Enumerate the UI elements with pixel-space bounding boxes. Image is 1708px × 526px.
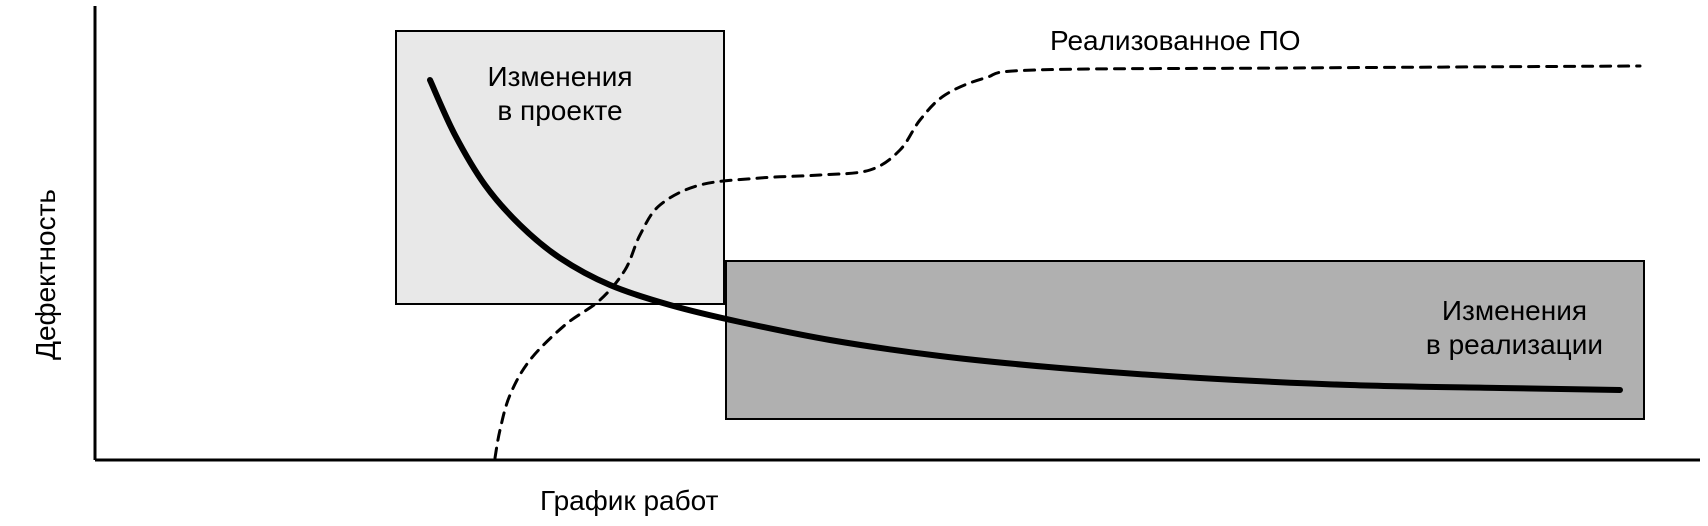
y-axis-label: Дефектность xyxy=(30,189,62,360)
diagram-canvas: Изменения в проекте Изменения в реализац… xyxy=(0,0,1708,526)
x-axis-label: График работ xyxy=(540,485,718,517)
plot-svg xyxy=(0,0,1708,526)
realized-software-label: Реализованное ПО xyxy=(1050,25,1301,57)
defect-curve xyxy=(430,80,1620,390)
realized-software-curve xyxy=(495,66,1640,458)
